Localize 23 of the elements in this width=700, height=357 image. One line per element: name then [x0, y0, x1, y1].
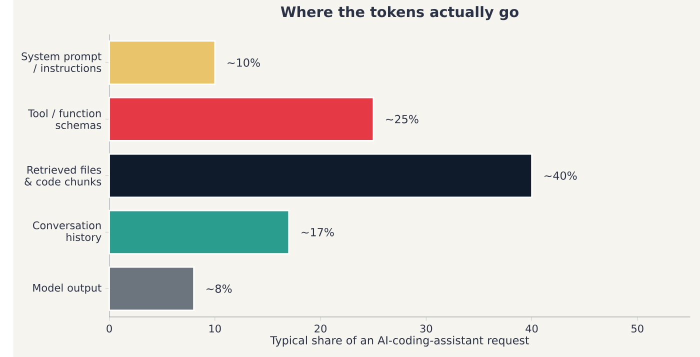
- x-tick-label: 20: [314, 324, 326, 332]
- y-tick-label: Model output: [33, 284, 102, 294]
- x-tick-label: 50: [632, 324, 644, 332]
- x-tick-label: 10: [209, 324, 221, 332]
- data-label: ~10%: [228, 58, 260, 67]
- y-tick-label: Tool / function schemas: [28, 109, 102, 129]
- bar: [108, 40, 216, 85]
- bar: [108, 210, 290, 254]
- x-tick-label: 0: [106, 324, 112, 332]
- x-tick-label: 40: [526, 324, 538, 332]
- chart-title: Where the tokens actually go: [280, 6, 518, 20]
- bar: [108, 266, 194, 311]
- x-tick-label: 30: [420, 324, 432, 332]
- bar: [108, 96, 374, 142]
- data-label: ~8%: [206, 284, 232, 293]
- y-tick-label: System prompt / instructions: [22, 52, 102, 73]
- bar: [108, 153, 532, 198]
- y-tick-label: Conversation history: [33, 221, 102, 244]
- y-tick-label: Retrieved files & code chunks: [24, 166, 102, 186]
- data-label: ~40%: [544, 171, 577, 180]
- x-axis-title: Typical share of an AI-coding-assistant request: [270, 336, 530, 347]
- data-label: ~25%: [386, 114, 418, 124]
- data-label: ~17%: [302, 228, 334, 236]
